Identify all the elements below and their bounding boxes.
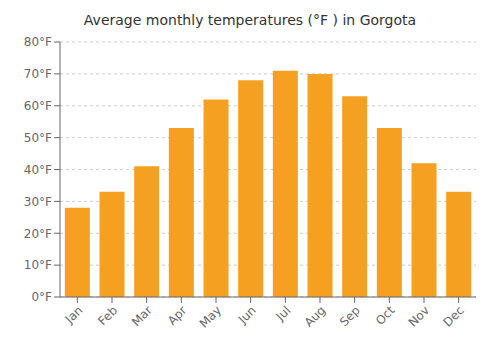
svg-text:Jun: Jun: [235, 303, 259, 327]
svg-text:Aug: Aug: [302, 303, 328, 329]
html-text:Average monthly temperatures (: Average monthly temperatures (°F ) in Go…: [83, 12, 417, 28]
svg-text:80°F: 80°F: [24, 35, 52, 49]
svg-text:50°F: 50°F: [24, 131, 52, 145]
svg-text:Jul: Jul: [273, 303, 294, 324]
svg-text:70°F: 70°F: [24, 67, 52, 81]
svg-text:40°F: 40°F: [24, 163, 52, 177]
svg-text:Feb: Feb: [95, 303, 120, 328]
svg-text:Sep: Sep: [337, 303, 363, 329]
svg-text:10°F: 10°F: [24, 258, 52, 272]
svg-text:Jan: Jan: [62, 303, 86, 327]
svg-text:30°F: 30°F: [24, 195, 52, 209]
svg-text:Dec: Dec: [440, 303, 466, 329]
svg-text:Nov: Nov: [406, 303, 432, 329]
svg-text:Mar: Mar: [129, 303, 155, 329]
svg-text:0°F: 0°F: [31, 290, 52, 304]
svg-text:Apr: Apr: [165, 303, 190, 328]
svg-text:20°F: 20°F: [24, 227, 52, 241]
svg-text:60°F: 60°F: [24, 99, 52, 113]
svg-text:May: May: [197, 303, 224, 330]
svg-text:Oct: Oct: [373, 303, 398, 328]
